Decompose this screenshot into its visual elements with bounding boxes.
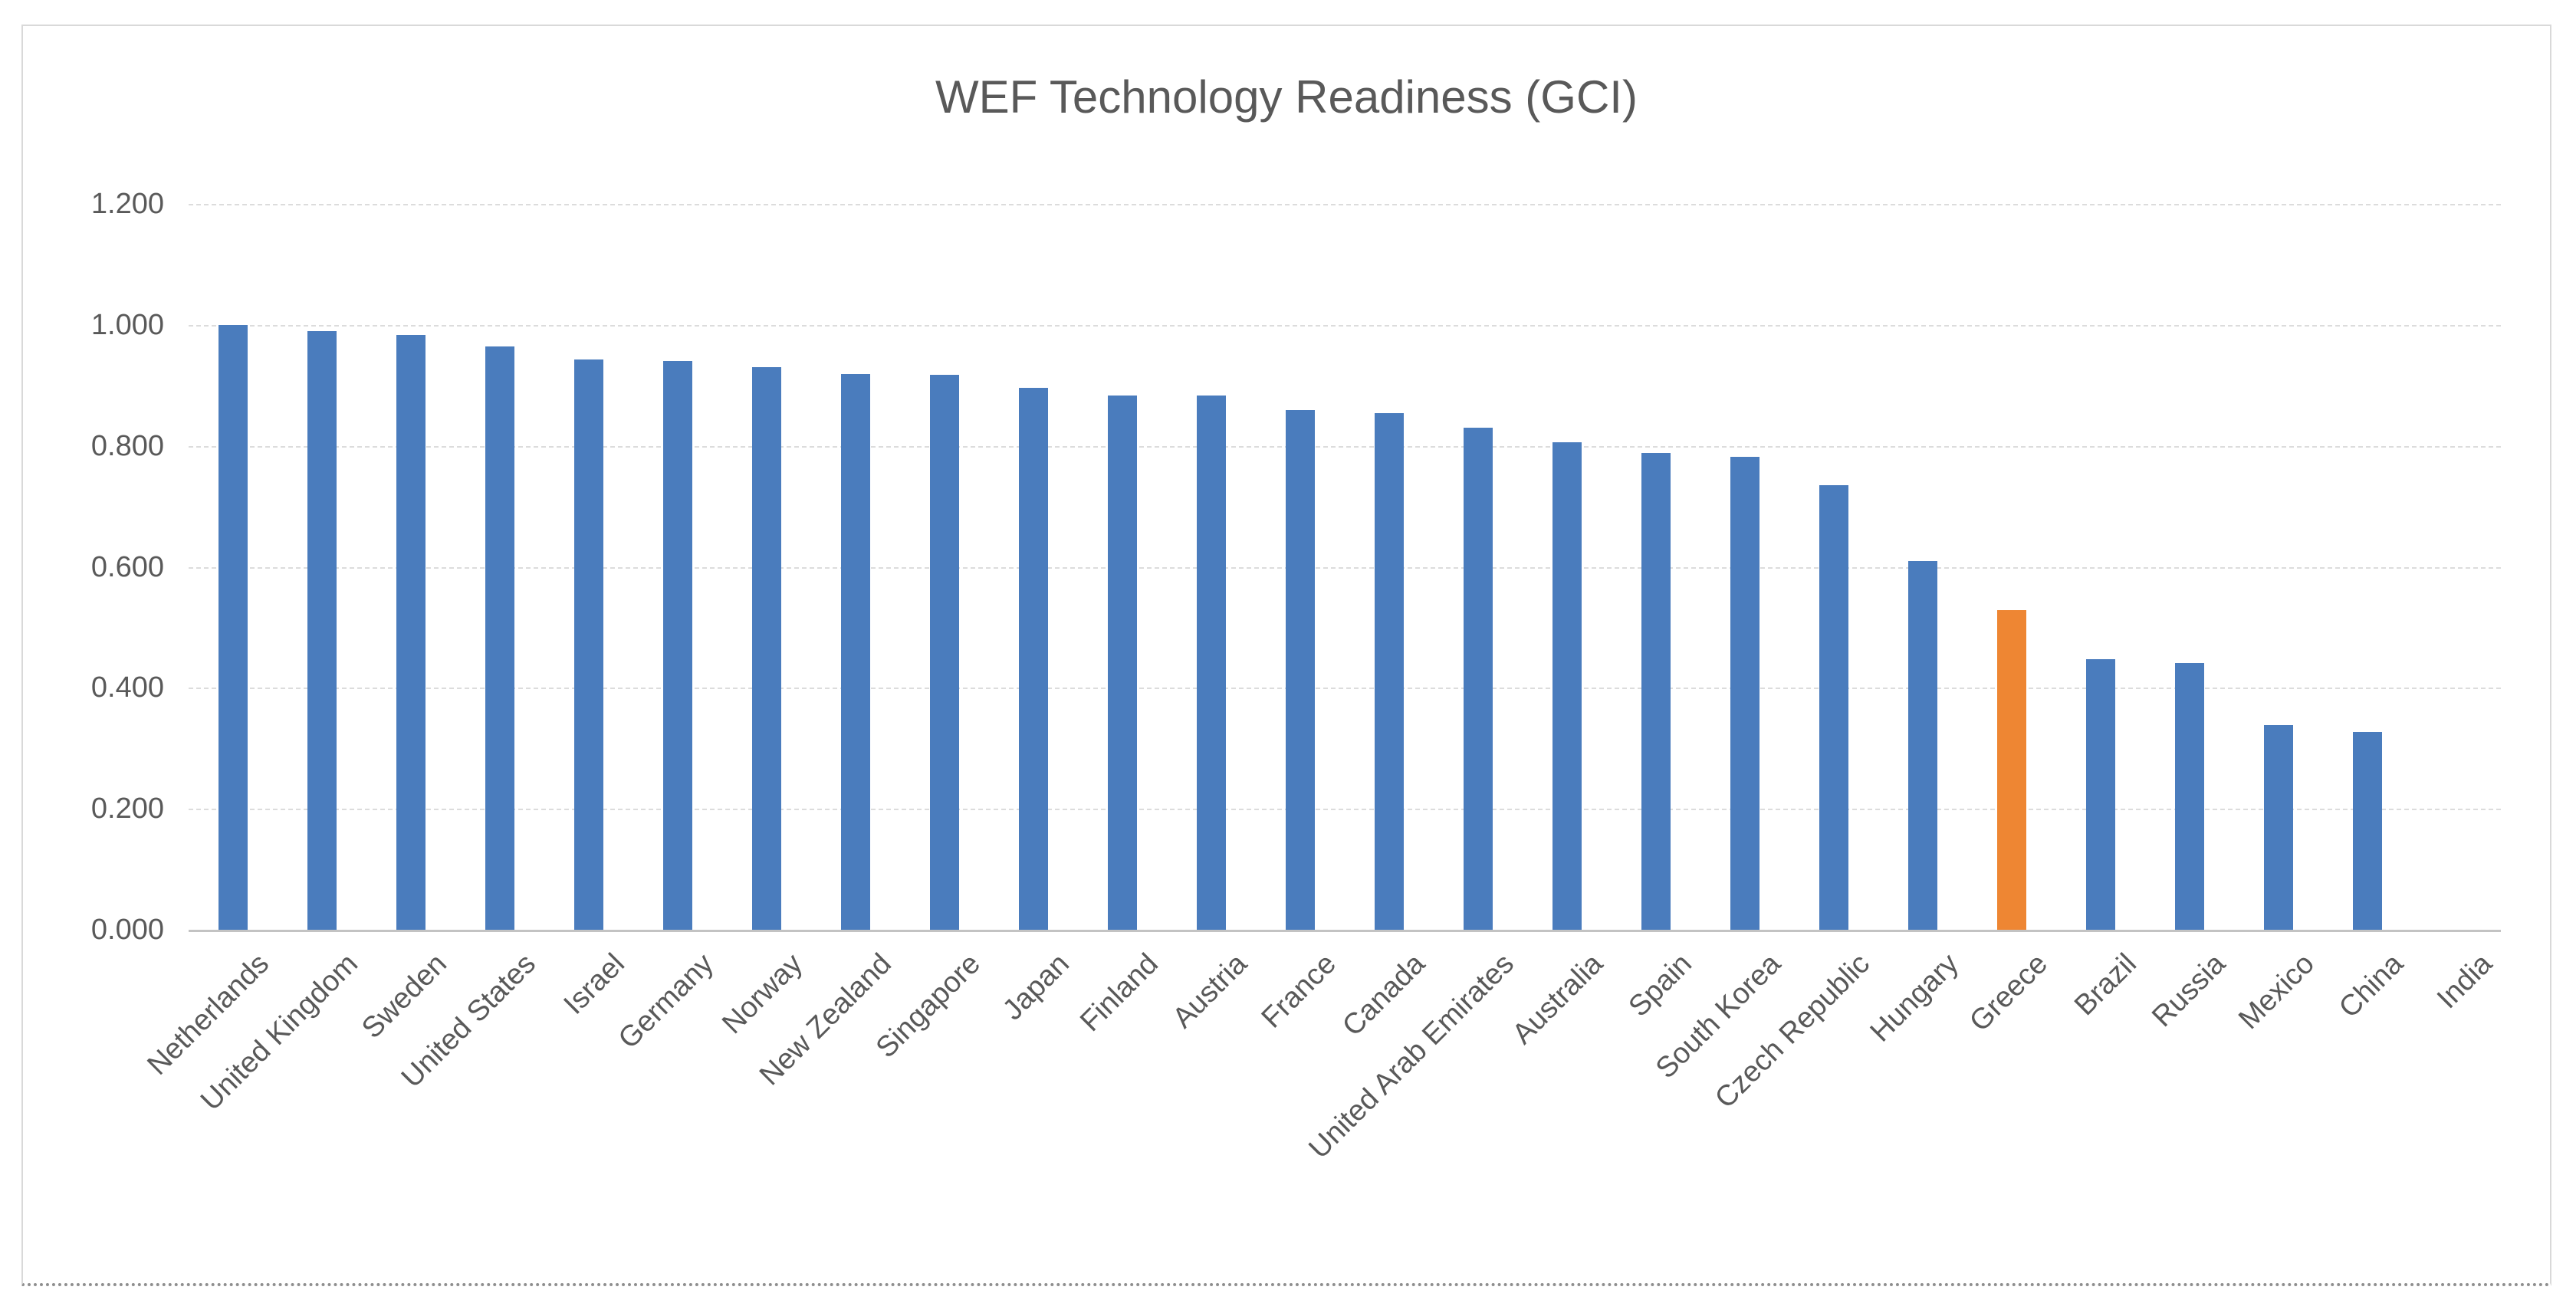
bar-israel: [574, 359, 603, 930]
bar-greece: [1997, 610, 2026, 930]
gridline: [189, 204, 2501, 206]
y-axis-tick-label: 0.000: [90, 914, 164, 946]
gridline: [189, 809, 2501, 811]
chart-title: WEF Technology Readiness (GCI): [935, 71, 1638, 123]
gridline: [189, 566, 2501, 569]
y-axis-tick-label: 1.000: [90, 309, 164, 341]
y-axis-tick-label: 0.200: [90, 793, 164, 826]
bar-canada: [1375, 413, 1404, 930]
chart-area: WEF Technology Readiness (GCI) 0.000 0.20…: [21, 25, 2551, 1286]
bar-australia: [1552, 442, 1582, 930]
bar-austria: [1197, 396, 1226, 930]
y-axis-tick-label: 1.200: [90, 188, 164, 221]
bar-united-states: [485, 346, 514, 930]
bar-sweden: [396, 334, 426, 930]
bar-united-arab-emirates: [1464, 428, 1493, 930]
bar-france: [1286, 410, 1315, 930]
bar-united-kingdom: [307, 330, 337, 930]
bar-hungary: [1908, 560, 1937, 930]
bar-finland: [1108, 395, 1137, 930]
gridline: [189, 688, 2501, 690]
bar-china: [2353, 731, 2382, 930]
bar-norway: [752, 367, 781, 930]
bar-netherlands: [219, 325, 248, 930]
bar-brazil: [2086, 659, 2115, 930]
x-axis-line: [189, 930, 2501, 932]
bar-czech-republic: [1819, 485, 1848, 930]
gridline: [189, 325, 2501, 327]
y-axis-tick-label: 0.600: [90, 550, 164, 583]
bar-russia: [2175, 663, 2204, 930]
bar-mexico: [2264, 724, 2293, 930]
bar-south-korea: [1730, 457, 1760, 930]
y-axis-tick-label: 0.400: [90, 671, 164, 704]
y-axis-tick-label: 0.800: [90, 429, 164, 462]
bar-new-zealand: [841, 373, 870, 930]
bar-singapore: [930, 374, 959, 930]
bar-spain: [1641, 453, 1671, 930]
bar-germany: [663, 360, 692, 930]
gridline: [189, 445, 2501, 448]
bar-japan: [1019, 388, 1048, 930]
